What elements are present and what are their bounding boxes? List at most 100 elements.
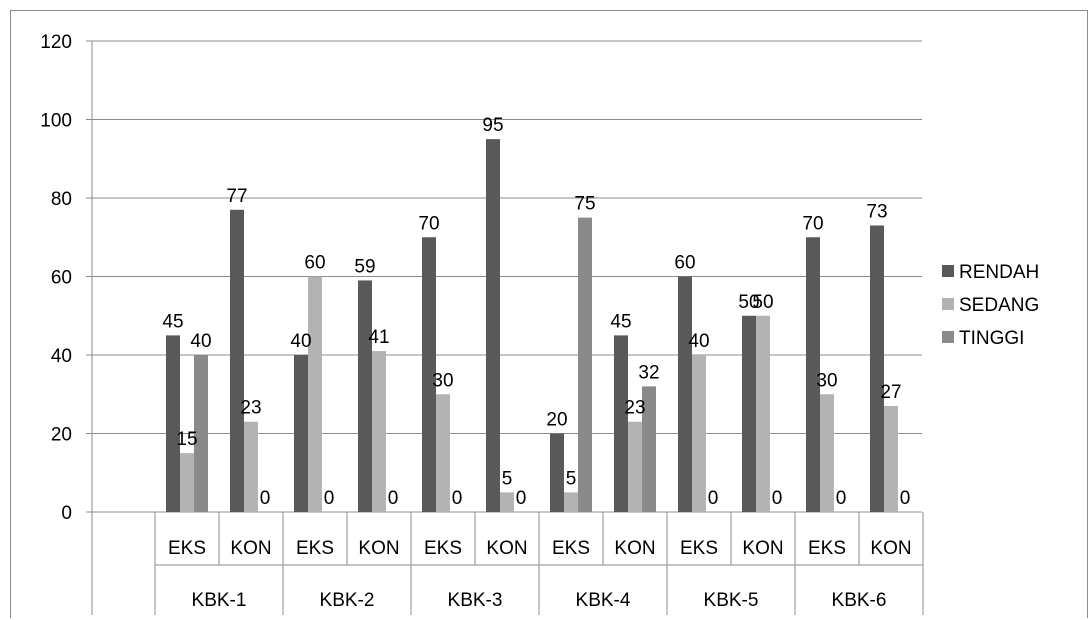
bar — [550, 433, 564, 512]
data-label: 60 — [304, 253, 325, 274]
legend-label: TINGGI — [959, 328, 1024, 349]
data-label: 70 — [802, 213, 823, 234]
data-label: 0 — [388, 488, 399, 509]
data-label: 73 — [866, 201, 887, 222]
x-axis: EKS KON EKS KON EKS KON EKS KON EKS KON EKS KON KBK-… — [154, 512, 924, 615]
bar — [486, 139, 500, 512]
group-label: KBK-6 — [832, 590, 887, 611]
bar — [678, 276, 692, 512]
data-labels: 45 77 40 59 70 95 20 45 60 50 70 73 15 23 60 41 30 5 5 23 40… — [162, 115, 910, 509]
legend-swatch — [942, 331, 954, 343]
group-label: KBK-2 — [320, 590, 375, 611]
bar — [308, 276, 322, 512]
bar — [500, 492, 514, 512]
data-label: 30 — [432, 370, 453, 391]
chart-frame — [10, 10, 1088, 618]
category-label: KON — [486, 538, 527, 559]
category-label: EKS — [552, 538, 590, 559]
legend-swatch — [942, 265, 954, 277]
category-label: EKS — [680, 538, 718, 559]
category-label: KON — [230, 538, 271, 559]
bar — [628, 421, 642, 512]
bar — [230, 209, 244, 512]
bar — [436, 394, 450, 512]
legend-label: RENDAH — [959, 262, 1039, 283]
y-tick-label: 60 — [51, 268, 72, 289]
data-label: 40 — [688, 331, 709, 352]
bar — [870, 225, 884, 512]
data-label: 15 — [176, 429, 197, 450]
y-tick-label: 80 — [51, 189, 72, 210]
y-tick-label: 0 — [61, 503, 72, 524]
data-label: 75 — [574, 194, 595, 215]
y-tick-label: 100 — [40, 111, 72, 132]
y-tick-label: 40 — [51, 346, 72, 367]
bar — [884, 406, 898, 512]
data-label: 70 — [418, 213, 439, 234]
y-tick-label: 120 — [40, 32, 72, 53]
data-label: 77 — [226, 186, 247, 207]
group-label: KBK-1 — [192, 590, 247, 611]
bar — [820, 394, 834, 512]
data-label: 40 — [190, 331, 211, 352]
data-label: 32 — [638, 362, 659, 383]
data-label: 95 — [482, 115, 503, 136]
data-label: 5 — [502, 468, 513, 489]
category-label: EKS — [296, 538, 334, 559]
bar — [244, 421, 258, 512]
data-label: 60 — [674, 253, 695, 274]
legend: RENDAH SEDANG TINGGI — [942, 262, 1039, 349]
bars — [166, 139, 898, 512]
data-label: 45 — [162, 311, 183, 332]
category-label: KON — [870, 538, 911, 559]
data-label: 23 — [624, 398, 645, 419]
data-label: 30 — [816, 370, 837, 391]
data-label: 20 — [546, 410, 567, 431]
data-label: 23 — [240, 398, 261, 419]
bar — [756, 315, 770, 512]
data-label: 41 — [368, 327, 389, 348]
bar — [294, 355, 308, 512]
data-label: 0 — [772, 488, 783, 509]
data-label: 0 — [708, 488, 719, 509]
data-label: 0 — [836, 488, 847, 509]
legend-label: SEDANG — [959, 295, 1039, 316]
category-label: EKS — [424, 538, 462, 559]
bar — [642, 386, 656, 512]
bar — [422, 237, 436, 512]
gridlines — [86, 40, 922, 615]
bar — [578, 217, 592, 512]
data-label: 50 — [752, 292, 773, 313]
category-label: EKS — [808, 538, 846, 559]
group-label: KBK-5 — [704, 590, 759, 611]
data-label: 0 — [452, 488, 463, 509]
y-tick-label: 20 — [51, 425, 72, 446]
category-label: KON — [358, 538, 399, 559]
bar — [742, 315, 756, 512]
category-label: KON — [742, 538, 783, 559]
y-axis-ticks: 0 20 40 60 80 100 120 — [40, 32, 72, 524]
bar — [194, 355, 208, 512]
data-label: 45 — [610, 311, 631, 332]
data-label: 0 — [260, 488, 271, 509]
bar — [564, 492, 578, 512]
bar — [180, 453, 194, 512]
data-label: 59 — [354, 256, 375, 277]
bar — [806, 237, 820, 512]
bar — [614, 335, 628, 512]
bar — [692, 355, 706, 512]
legend-swatch — [942, 298, 954, 310]
bar — [166, 335, 180, 512]
data-label: 0 — [516, 488, 527, 509]
category-label: KON — [614, 538, 655, 559]
data-label: 50 — [738, 292, 759, 313]
data-label: 0 — [324, 488, 335, 509]
data-label: 0 — [900, 488, 911, 509]
category-label: EKS — [168, 538, 206, 559]
data-label: 5 — [566, 468, 577, 489]
data-label: 40 — [290, 331, 311, 352]
group-label: KBK-4 — [576, 590, 631, 611]
group-label: KBK-3 — [448, 590, 503, 611]
data-label: 27 — [880, 382, 901, 403]
